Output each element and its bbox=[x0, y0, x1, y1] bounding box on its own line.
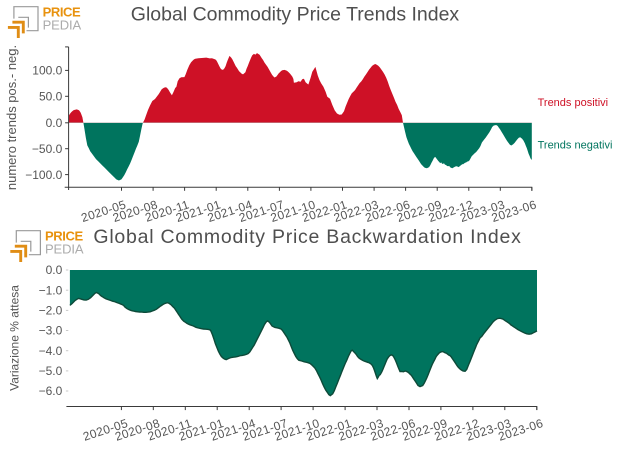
svg-text:Global Commodity Price Backwar: Global Commodity Price Backwardation Ind… bbox=[93, 226, 521, 248]
svg-text:−50.0: −50.0 bbox=[32, 142, 63, 156]
svg-text:Global Commodity Price Trends: Global Commodity Price Trends Index bbox=[131, 4, 460, 26]
svg-text:−6.0: −6.0 bbox=[39, 384, 63, 398]
svg-text:PRICE: PRICE bbox=[45, 228, 83, 243]
svg-text:−5.0: −5.0 bbox=[39, 364, 63, 378]
svg-text:Trends positivi: Trends positivi bbox=[538, 97, 609, 109]
svg-text:PEDIA: PEDIA bbox=[43, 18, 82, 33]
svg-text:0.0: 0.0 bbox=[46, 263, 63, 277]
svg-text:numero trends pos.- neg.: numero trends pos.- neg. bbox=[4, 45, 19, 190]
svg-text:PEDIA: PEDIA bbox=[45, 242, 84, 257]
svg-text:−3.0: −3.0 bbox=[39, 324, 63, 338]
svg-text:−4.0: −4.0 bbox=[39, 344, 63, 358]
svg-text:−2.0: −2.0 bbox=[39, 304, 63, 318]
svg-text:−1.0: −1.0 bbox=[39, 283, 63, 297]
svg-text:100.0: 100.0 bbox=[32, 64, 62, 78]
svg-text:Trends negativi: Trends negativi bbox=[538, 140, 613, 152]
svg-text:Variazione % attesa: Variazione % attesa bbox=[7, 285, 21, 391]
svg-text:PRICE: PRICE bbox=[43, 4, 81, 19]
svg-text:−100.0: −100.0 bbox=[25, 168, 62, 182]
svg-text:0.0: 0.0 bbox=[46, 116, 63, 130]
svg-text:50.0: 50.0 bbox=[39, 90, 63, 104]
